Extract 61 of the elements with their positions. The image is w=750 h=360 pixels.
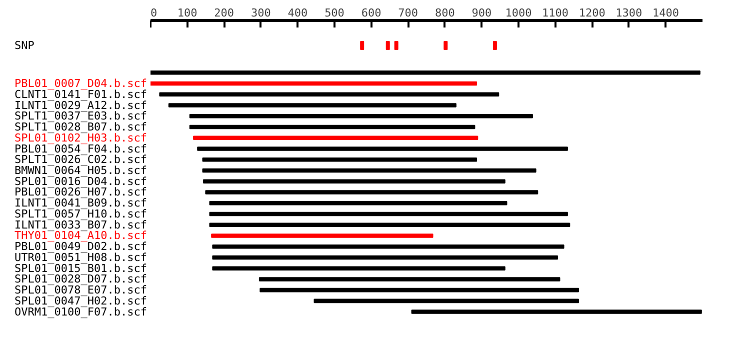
- bar: [209, 212, 568, 216]
- y-tick-label: UTR01_0051_H08.b.scf: [14, 250, 147, 264]
- bar: [260, 288, 579, 292]
- bar: [193, 136, 478, 140]
- x-tick-label: 1000: [505, 6, 532, 20]
- bar: [211, 234, 434, 238]
- x-tick-label: 1100: [542, 6, 569, 20]
- y-tick-label: CLNT1_0141_F01.b.scf: [14, 88, 147, 101]
- y-tick-label: BMWN1_0064_H05.b.scf: [14, 164, 147, 177]
- x-tick-label: 500: [324, 6, 344, 20]
- bar: [150, 70, 700, 75]
- y-tick-label: SPLT1_0026_C02.b.scf: [14, 153, 147, 166]
- x-tick-label: 1300: [616, 6, 642, 20]
- bar: [314, 298, 579, 304]
- y-tick-label: SPL01_0102_H03.b.scf: [14, 131, 147, 144]
- bar: [205, 190, 538, 194]
- y-tick-label: OVRM1_0100_F07.b.scf: [14, 305, 147, 318]
- x-tick-label: 900: [472, 6, 492, 20]
- y-tick-label: SPL01_0015_B01.b.scf: [14, 262, 147, 275]
- y-tick-label: SPLT1_0028_B07.b.scf: [14, 120, 147, 134]
- bar: [202, 179, 506, 184]
- bar: [212, 244, 564, 249]
- y-tick-label: PBL01_0026_H07.b.scf: [14, 186, 147, 199]
- y-tick-label: SNP: [14, 39, 35, 52]
- bar: [189, 114, 533, 118]
- y-tick-label: ILNT1_0029_A12.b.scf: [14, 98, 147, 112]
- bar: [168, 103, 456, 108]
- y-tick-label: SPL01_0047_H02.b.scf: [14, 294, 147, 308]
- y-tick-label: SPLT1_0037_E03.b.scf: [14, 110, 147, 123]
- x-tick-label: 100: [177, 6, 198, 20]
- y-tick-label: THY01_0104_A10.b.scf: [14, 229, 147, 242]
- bar: [189, 124, 476, 130]
- x-tick-label: 600: [361, 6, 382, 20]
- y-tick-label: PBL01_0007_D04.b.scf: [14, 77, 147, 90]
- bar: [202, 158, 478, 162]
- bar: [209, 200, 508, 206]
- bar: [159, 92, 500, 97]
- y-tick-label: SPL01_0078_E07.b.scf: [14, 284, 147, 297]
- y-tick-label: ILNT1_0033_B07.b.scf: [14, 218, 147, 232]
- bar: [411, 310, 702, 314]
- bar: [197, 146, 568, 151]
- x-tick-label: 700: [398, 6, 418, 20]
- bar: [212, 266, 506, 270]
- bar: [209, 222, 570, 227]
- x-tick-label: 300: [250, 6, 271, 20]
- x-tick-label: 200: [214, 6, 234, 20]
- y-tick-label: SPL01_0016_D04.b.scf: [14, 174, 147, 188]
- bar: [202, 168, 536, 173]
- bar: [150, 81, 478, 86]
- y-tick-label: PBL01_0054_F04.b.scf: [14, 142, 147, 156]
- y-tick-label: ILNT1_0041_B09.b.scf: [14, 196, 147, 210]
- y-tick-label: SPL01_0028_D07.b.scf: [14, 272, 147, 286]
- x-tick-label: 1400: [652, 6, 679, 20]
- y-tick-label: PBL01_0049_D02.b.scf: [14, 240, 147, 254]
- x-tick-label: 1200: [578, 6, 606, 20]
- x-tick-label: 800: [434, 6, 455, 20]
- bar: [212, 255, 558, 260]
- x-tick-label: 0: [150, 6, 158, 20]
- bar: [258, 277, 560, 282]
- x-tick-label: 400: [288, 6, 308, 20]
- y-tick-label: SPLT1_0057_H10.b.scf: [14, 207, 147, 220]
